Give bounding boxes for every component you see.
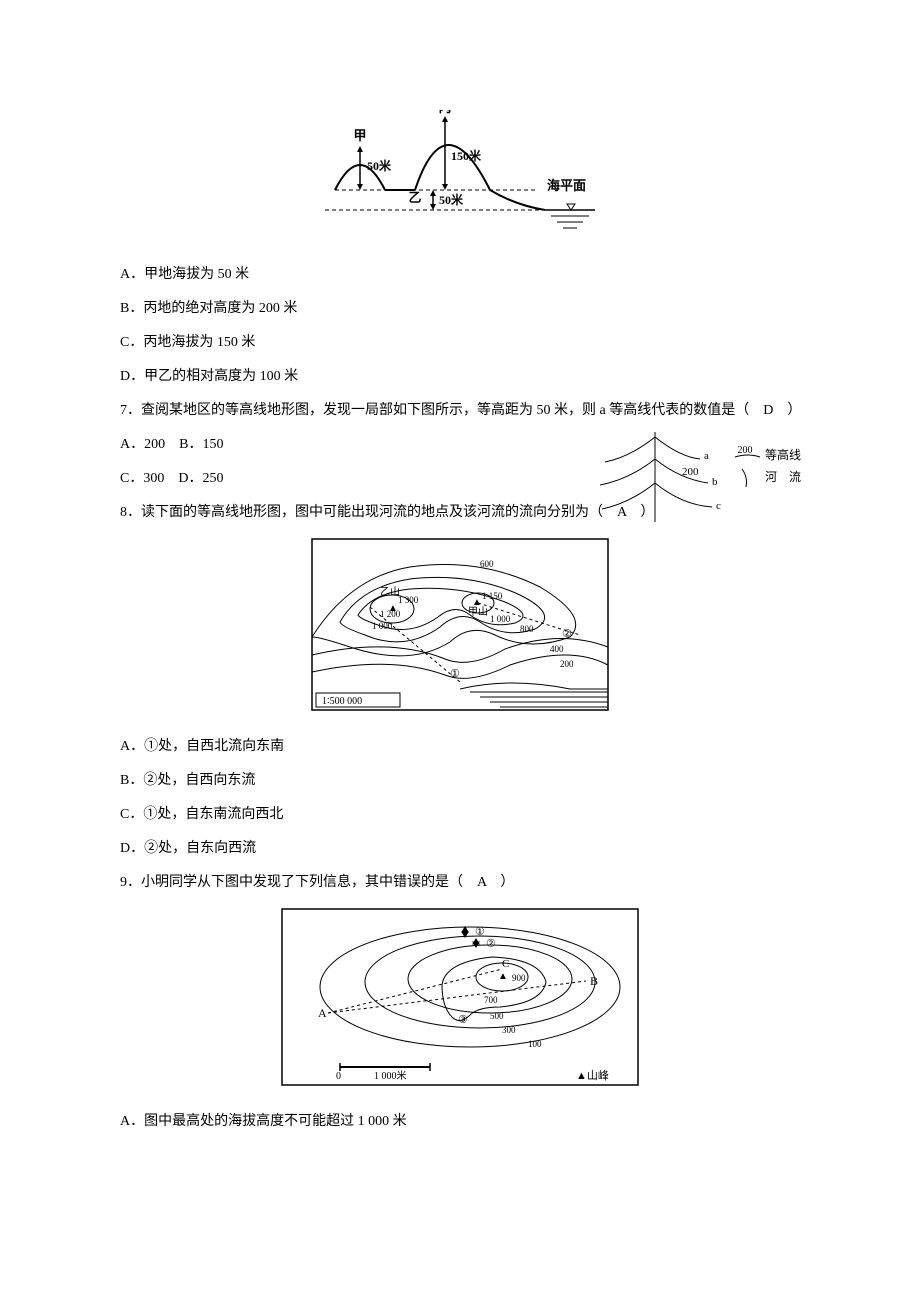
svg-text:1 200: 1 200 <box>380 609 401 619</box>
svg-text:1 000: 1 000 <box>490 614 511 624</box>
svg-text:a: a <box>704 450 709 462</box>
q8-figure: ▲ ▲ 乙山 1 300 1 200 1 000 甲山 1 150 1 000 … <box>120 537 800 723</box>
svg-text:50米: 50米 <box>367 158 392 173</box>
svg-text:150米: 150米 <box>451 148 482 163</box>
svg-text:▲山峰: ▲山峰 <box>576 1069 609 1082</box>
svg-text:600: 600 <box>480 559 494 569</box>
q6-option-d: D．甲乙的相对高度为 100 米 <box>120 363 800 391</box>
q8-option-d: D．②处，自东向西流 <box>120 835 800 863</box>
q9-figure: ▲ ① ② ③ A B C 900 700 500 300 100 0 <box>120 907 800 1098</box>
svg-text:②: ② <box>562 628 572 640</box>
q6-option-a: A．甲地海拔为 50 米 <box>120 261 800 289</box>
q7-figure: 200 a b c 200 等高线 河 流 <box>600 427 810 527</box>
svg-text:①: ① <box>450 668 460 680</box>
q8-option-c: C．①处，自东南流向西北 <box>120 801 800 829</box>
svg-text:200: 200 <box>738 445 753 456</box>
svg-text:100: 100 <box>528 1039 542 1049</box>
svg-text:丙: 丙 <box>438 110 451 115</box>
svg-text:200: 200 <box>682 466 699 478</box>
svg-text:200: 200 <box>560 659 574 669</box>
q6-svg: 甲 丙 乙 50米 150米 50米 海平面 <box>315 110 605 240</box>
svg-text:②: ② <box>486 938 496 950</box>
svg-text:乙山: 乙山 <box>380 586 400 598</box>
q6-figure: 甲 丙 乙 50米 150米 50米 海平面 <box>120 110 800 251</box>
q6-option-b: B．丙地的绝对高度为 200 米 <box>120 295 800 323</box>
svg-text:800: 800 <box>520 624 534 634</box>
svg-text:400: 400 <box>550 644 564 654</box>
svg-text:1∶500 000: 1∶500 000 <box>322 696 362 707</box>
svg-text:甲: 甲 <box>353 128 366 143</box>
svg-text:1 000: 1 000 <box>372 621 393 631</box>
svg-text:1 300: 1 300 <box>398 595 419 605</box>
q6-option-c: C．丙地海拔为 150 米 <box>120 329 800 357</box>
svg-text:1 000米: 1 000米 <box>374 1069 407 1082</box>
svg-text:1 150: 1 150 <box>482 591 503 601</box>
q9-option-a: A．图中最高处的海拔高度不可能超过 1 000 米 <box>120 1108 800 1136</box>
svg-text:等高线: 等高线 <box>765 447 801 462</box>
q8-option-b: B．②处，自西向东流 <box>120 767 800 795</box>
q7-stem: 7．查阅某地区的等高线地形图，发现一局部如下图所示，等高距为 50 米，则 a … <box>120 397 800 425</box>
svg-text:700: 700 <box>484 995 498 1005</box>
svg-text:0: 0 <box>336 1071 341 1082</box>
svg-text:河 流: 河 流 <box>765 470 801 484</box>
q9-stem: 9．小明同学从下图中发现了下列信息，其中错误的是（ A ） <box>120 869 800 897</box>
svg-text:▲: ▲ <box>498 971 508 982</box>
svg-text:A: A <box>318 1006 327 1020</box>
svg-text:900: 900 <box>512 973 526 983</box>
svg-text:500: 500 <box>490 1011 504 1021</box>
svg-text:C: C <box>502 958 509 970</box>
svg-text:乙: 乙 <box>408 190 421 205</box>
svg-text:b: b <box>712 476 718 488</box>
svg-text:①: ① <box>475 926 485 938</box>
svg-text:300: 300 <box>502 1025 516 1035</box>
svg-text:③: ③ <box>458 1014 468 1026</box>
svg-text:50米: 50米 <box>439 192 464 207</box>
svg-text:海平面: 海平面 <box>547 178 586 193</box>
svg-text:甲山: 甲山 <box>468 606 488 618</box>
svg-text:c: c <box>716 500 721 512</box>
q8-option-a: A．①处，自西北流向东南 <box>120 733 800 761</box>
svg-text:B: B <box>590 974 598 988</box>
